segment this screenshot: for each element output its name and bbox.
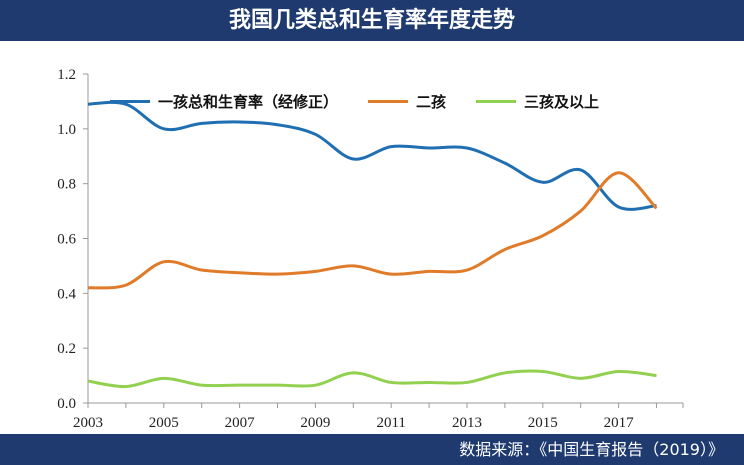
legend-label: 二孩 — [416, 93, 447, 111]
line-chart: 0.0 0.2 0.4 0.6 0.8 1.0 1.2 2003 2005 2007 2009 201… — [0, 41, 744, 434]
series-line-0 — [87, 100, 657, 211]
y-tick-label: 1.0 — [57, 122, 76, 138]
chart-legend: 一孩总和生育率（经修正） 二孩 三孩及以上 — [110, 91, 629, 112]
y-tick-label: 0.6 — [57, 232, 76, 248]
x-tick-label: 2013 — [452, 415, 482, 431]
series-line-1 — [87, 171, 658, 290]
x-tick-label: 2011 — [376, 415, 405, 431]
x-tick-label: 2015 — [528, 415, 558, 431]
source-note: 数据来源：《中国生育报告（2019）》 — [0, 434, 744, 465]
y-tick-label: 0.0 — [57, 396, 76, 412]
legend-item-0: 一孩总和生育率（经修正） — [110, 91, 338, 112]
y-tick-label: 1.2 — [57, 67, 76, 83]
x-tick-label: 2009 — [300, 415, 330, 431]
legend-label: 一孩总和生育率（经修正） — [158, 93, 339, 111]
legend-swatch — [476, 100, 517, 103]
x-tick-label: 2017 — [604, 415, 635, 431]
legend-item-2: 三孩及以上 — [476, 91, 599, 112]
chart-svg: 0.0 0.2 0.4 0.6 0.8 1.0 1.2 2003 2005 2007 2009 201… — [57, 67, 684, 431]
legend-swatch — [110, 100, 150, 103]
x-tick-label: 2007 — [225, 415, 256, 431]
chart-title: 我国几类总和生育率年度走势 — [0, 0, 744, 41]
x-tick-label: 2005 — [149, 415, 179, 431]
legend-item-1: 二孩 — [368, 91, 446, 112]
x-tick-label: 2003 — [73, 415, 103, 431]
y-tick-label: 0.2 — [57, 341, 76, 357]
series-line-2 — [87, 369, 657, 389]
y-tick-label: 0.4 — [57, 286, 76, 302]
legend-swatch — [368, 100, 409, 103]
y-tick-label: 0.8 — [57, 177, 76, 193]
legend-label: 三孩及以上 — [524, 93, 600, 111]
